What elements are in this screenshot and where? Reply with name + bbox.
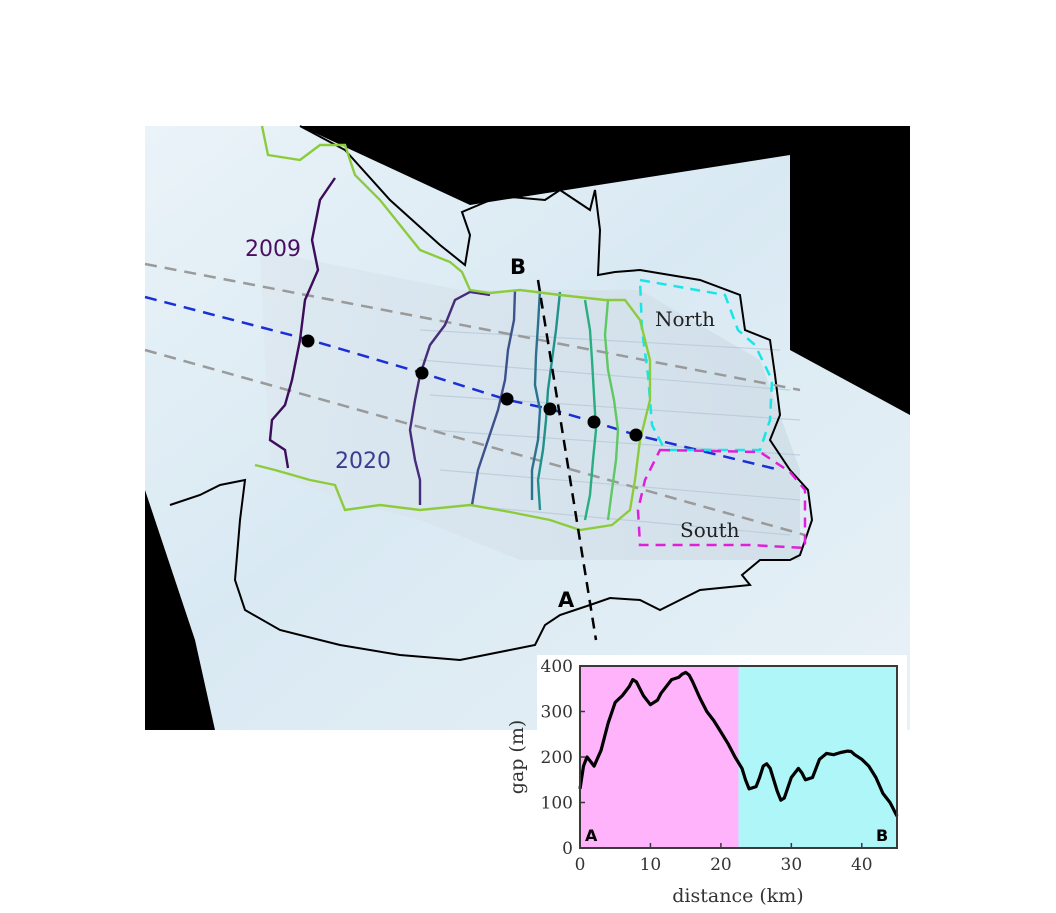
x-tick-label: 30: [781, 855, 803, 875]
front-2018: [603, 299, 620, 521]
x-tick-label: 0: [575, 855, 586, 875]
label-point-a: A: [558, 588, 575, 612]
y-axis: 0 100 200 300 400: [541, 657, 585, 859]
marker-2009: [301, 334, 315, 348]
ice-shelf-texture: [260, 250, 800, 560]
y-tick-label: 300: [541, 703, 573, 723]
front-2013: [470, 289, 517, 506]
label-north: North: [655, 307, 715, 331]
label-point-b: B: [510, 255, 526, 279]
y-axis-label: gap (m): [506, 720, 528, 795]
flowline-center: [144, 295, 781, 472]
map-panel: 2009 2020 North South B A: [144, 125, 910, 730]
inset-regions: [580, 666, 897, 848]
region-1: [738, 666, 897, 848]
north-box: [638, 278, 774, 452]
marker-2013: [500, 392, 514, 406]
y-tick-label: 0: [562, 839, 573, 859]
x-tick-label: 40: [851, 855, 873, 875]
inset-chart: 0 10 20 30 40 0 100 200 300 400 A B distance (km…: [506, 655, 907, 907]
flowline-south: [144, 348, 806, 537]
label-south: South: [680, 518, 740, 542]
profile-line-ab: [536, 279, 598, 641]
front-markers: [301, 334, 643, 442]
x-axis-label: distance (km): [672, 885, 803, 907]
y-tick-label: 400: [541, 657, 573, 677]
x-tick-label: 20: [710, 855, 732, 875]
marker-2017: [587, 415, 601, 429]
corner-label-b: B: [876, 826, 888, 845]
gap-profile-line: [578, 670, 899, 817]
label-2009: 2009: [245, 237, 301, 262]
marker-2018: [629, 428, 643, 442]
front-2020: [254, 125, 652, 532]
flowline-north: [144, 262, 801, 392]
x-tick-label: 10: [640, 855, 662, 875]
front-2015: [530, 289, 542, 500]
front-2017: [583, 299, 598, 521]
corner-label-a: A: [585, 826, 598, 845]
front-2009: [268, 177, 336, 469]
south-box: [636, 448, 807, 550]
y-tick-label: 200: [541, 748, 573, 768]
x-axis: 0 10 20 30 40: [575, 843, 873, 875]
marker-2011: [415, 366, 429, 380]
label-2020: 2020: [335, 449, 391, 474]
marker-2016: [543, 402, 557, 416]
y-tick-label: 100: [541, 794, 573, 814]
